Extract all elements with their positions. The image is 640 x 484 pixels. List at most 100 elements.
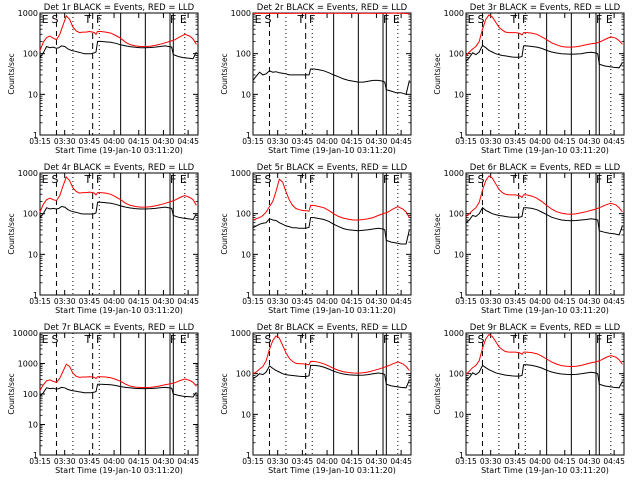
panel-1-xtick-label: 03:30: [54, 137, 76, 146]
panel-5-ytick-label: 10: [241, 250, 251, 259]
panel-8-xtick-label: 03:45: [292, 457, 314, 466]
panel-6-xtick-label: 04:15: [554, 297, 576, 306]
panel-7-xlabel: Start Time (19-Jan-10 03:11:20): [55, 466, 183, 475]
panel-7-ylabel: Counts/sec: [7, 373, 16, 414]
panel-1-xtick-label: 04:00: [103, 137, 125, 146]
panel-9-marker-e: E: [468, 333, 475, 346]
panel-1-marker-f: F: [96, 13, 102, 26]
panel-5-xtick-label: 04:15: [341, 297, 363, 306]
panel-3-marker-t: T: [509, 13, 517, 26]
panel-6-marker-s: S: [478, 173, 485, 186]
panel-8-marker-t: T: [296, 333, 304, 346]
panel-3-marker-e: E: [468, 13, 475, 26]
panel-1-marker-t: T: [83, 13, 91, 26]
panel-5-xlabel: Start Time (19-Jan-10 03:11:20): [268, 306, 396, 315]
panel-4-xtick-label: 03:30: [54, 297, 76, 306]
panel-7-ytick-label: 1: [33, 451, 38, 460]
panel-6-xtick-label: 03:15: [455, 297, 477, 306]
panel-2-title: Det 2r BLACK = Events, RED = LLD: [257, 3, 408, 13]
panel-3-xlabel: Start Time (19-Jan-10 03:11:20): [481, 146, 609, 155]
panel-8-lld-series: [252, 335, 410, 375]
panel-5-frame: [252, 172, 412, 296]
panel-3-ytick-label: 1: [459, 131, 464, 140]
panel-2-ytick-label: 1: [246, 131, 251, 140]
panel-6-xtick-label: 03:45: [505, 297, 527, 306]
panel-3-title: Det 3r BLACK = Events, RED = LLD: [470, 3, 621, 13]
panel-7-ytick-label: 100: [23, 390, 38, 399]
panel-2-ytick-label: 10: [241, 90, 251, 99]
panel-7-xtick-label: 03:30: [54, 457, 76, 466]
panel-6-marker-f: F: [596, 173, 602, 186]
panel-9-lld-series: [465, 333, 623, 375]
panel-4-marker-e: E: [180, 173, 187, 186]
panel-2-marker-s: S: [265, 13, 272, 26]
panel-8-title: Det 8r BLACK = Events, RED = LLD: [257, 323, 408, 333]
panel-3-marker-e: E: [606, 13, 613, 26]
panel-7-marker-e: E: [180, 333, 187, 346]
panel-7-title: Det 7r BLACK = Events, RED = LLD: [44, 323, 195, 333]
panel-6-marker-e: E: [606, 173, 613, 186]
panel-8-xlabel: Start Time (19-Jan-10 03:11:20): [268, 466, 396, 475]
panel-4-xtick-label: 04:15: [128, 297, 150, 306]
panel-3-xtick-label: 03:30: [480, 137, 502, 146]
panel-3-ytick-label: 10: [454, 90, 464, 99]
panel-6-xtick-label: 04:00: [529, 297, 551, 306]
panel-2-ytick-label: 1000: [231, 9, 251, 18]
panel-6-frame: [465, 172, 625, 296]
panel-5-ytick-label: 1: [246, 291, 251, 300]
panel-5-marker-t: T: [296, 173, 304, 186]
panel-6-lld-series: [465, 175, 623, 217]
panel-4-xtick-label: 04:45: [177, 297, 199, 306]
panel-3-xtick-label: 03:15: [455, 137, 477, 146]
panel-5-ytick-label: 1000: [231, 169, 251, 178]
panel-2-xtick-label: 03:30: [267, 137, 289, 146]
panel-2-xtick-label: 03:15: [242, 137, 264, 146]
panel-2-xtick-label: 04:30: [366, 137, 388, 146]
panel-5-xtick-label: 04:00: [316, 297, 338, 306]
panel-1-xtick-label: 04:15: [128, 137, 150, 146]
panel-6-events-series: [465, 206, 623, 236]
panel-4-marker-s: S: [52, 173, 59, 186]
panel-9-ytick-label: 100: [449, 370, 464, 379]
panel-4-xlabel: Start Time (19-Jan-10 03:11:20): [55, 306, 183, 315]
panel-8-ytick-label: 10: [241, 410, 251, 419]
panel-5-ylabel: Counts/sec: [220, 213, 229, 254]
panel-9-ytick-label: 1000: [444, 329, 464, 338]
panel-6-title: Det 6r BLACK = Events, RED = LLD: [470, 163, 621, 173]
panel-6-ytick-label: 1000: [444, 169, 464, 178]
panel-1-marker-e: E: [180, 13, 187, 26]
panel-4-ytick-label: 100: [23, 210, 38, 219]
panel-3-marker-s: S: [478, 13, 485, 26]
panel-2-xtick-label: 04:15: [341, 137, 363, 146]
panel-7-ytick-label: 10: [28, 421, 38, 430]
panel-8-xtick-label: 04:15: [341, 457, 363, 466]
panel-7-marker-s: S: [52, 333, 59, 346]
panel-1-frame: [39, 12, 199, 136]
panel-5-ytick-label: 100: [236, 210, 251, 219]
panel-9-marker-e: E: [606, 333, 613, 346]
panel-5-events-series: [252, 217, 410, 245]
panel-8-ytick-label: 100: [236, 370, 251, 379]
panel-9-xtick-label: 04:45: [603, 457, 625, 466]
panel-2-xtick-label: 04:45: [390, 137, 412, 146]
panel-7-xtick-label: 04:15: [128, 457, 150, 466]
panel-8-ytick-label: 1000: [231, 329, 251, 338]
panel-8-xtick-label: 03:15: [242, 457, 264, 466]
panel-7-marker-f: F: [96, 333, 102, 346]
panel-8-frame: [252, 332, 412, 456]
panel-9-ytick-label: 1: [459, 451, 464, 460]
panel-9-title: Det 9r BLACK = Events, RED = LLD: [470, 323, 621, 333]
panel-4-xtick-label: 03:15: [29, 297, 51, 306]
panel-9-xtick-label: 03:45: [505, 457, 527, 466]
panel-7-marker-f: F: [170, 333, 176, 346]
panel-7-marker-e: E: [42, 333, 49, 346]
panel-1-ytick-label: 100: [23, 50, 38, 59]
panel-3-marker-f: F: [596, 13, 602, 26]
panel-9-events-series: [465, 364, 623, 389]
panel-5-title: Det 5r BLACK = Events, RED = LLD: [257, 163, 408, 173]
panel-8-marker-e: E: [393, 333, 400, 346]
panel-7-xtick-label: 04:00: [103, 457, 125, 466]
panel-3-ytick-label: 1000: [444, 9, 464, 18]
